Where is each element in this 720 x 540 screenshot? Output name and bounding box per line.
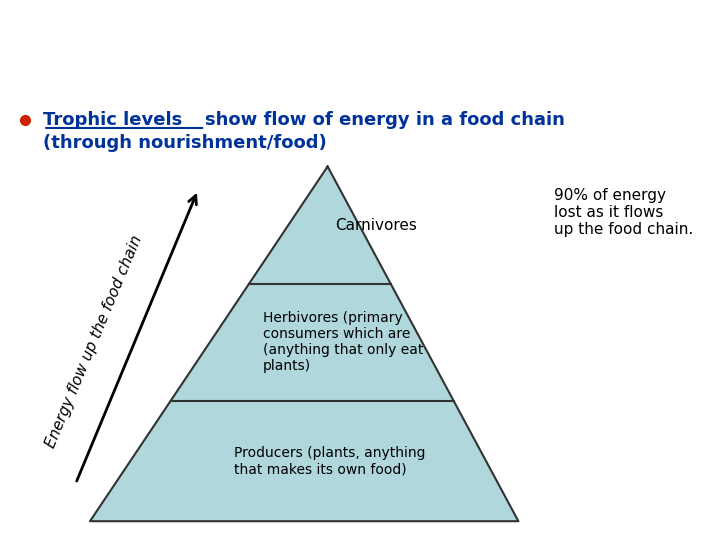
Polygon shape xyxy=(90,166,518,521)
Text: Herbivores (primary
consumers which are
(anything that only eat
plants): Herbivores (primary consumers which are … xyxy=(263,311,423,373)
Text: 13.1 Ecologists Study Relationships: 13.1 Ecologists Study Relationships xyxy=(14,21,575,49)
Text: 90% of energy
lost as it flows
up the food chain.: 90% of energy lost as it flows up the fo… xyxy=(554,187,693,238)
Text: Producers (plants, anything
that makes its own food): Producers (plants, anything that makes i… xyxy=(234,446,426,476)
Text: Carnivores: Carnivores xyxy=(335,218,417,233)
Text: (through nourishment/food): (through nourishment/food) xyxy=(43,134,327,152)
Text: show flow of energy in a food chain: show flow of energy in a food chain xyxy=(205,111,565,129)
Text: Trophic levels: Trophic levels xyxy=(43,111,189,129)
Text: Energy flow up the food chain: Energy flow up the food chain xyxy=(42,233,145,450)
